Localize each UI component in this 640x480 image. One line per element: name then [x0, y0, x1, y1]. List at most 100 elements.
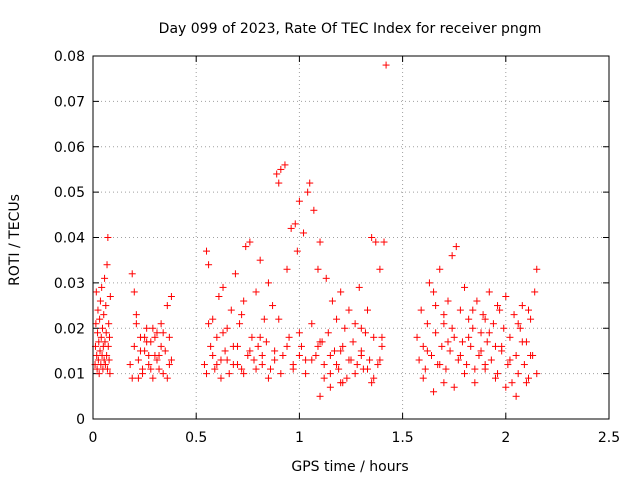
- data-point: [525, 306, 533, 314]
- data-point: [432, 302, 440, 310]
- data-point: [285, 333, 293, 341]
- data-point: [430, 388, 438, 396]
- data-point: [240, 370, 248, 378]
- data-point: [242, 243, 250, 251]
- data-point: [413, 333, 421, 341]
- data-point: [229, 342, 237, 350]
- data-point: [143, 338, 151, 346]
- data-point: [128, 270, 136, 278]
- data-point: [533, 370, 541, 378]
- data-point: [427, 351, 435, 359]
- data-point: [440, 311, 448, 319]
- data-point: [326, 351, 334, 359]
- data-point: [246, 347, 254, 355]
- data-point: [316, 392, 324, 400]
- data-point: [461, 370, 469, 378]
- data-point: [219, 283, 227, 291]
- data-point: [506, 356, 514, 364]
- y-tick-label: 0.01: [54, 367, 85, 383]
- data-point: [128, 374, 136, 382]
- data-point: [287, 224, 295, 232]
- data-point: [143, 324, 151, 332]
- data-point: [500, 324, 508, 332]
- data-point: [370, 374, 378, 382]
- data-point: [419, 342, 427, 350]
- data-point: [96, 315, 104, 323]
- data-point: [314, 265, 322, 273]
- data-point: [324, 329, 332, 337]
- data-point: [302, 370, 310, 378]
- data-point: [264, 374, 272, 382]
- data-point: [419, 374, 427, 382]
- x-axis-label: GPS time / hours: [291, 459, 408, 475]
- data-point: [337, 379, 345, 387]
- data-point: [353, 361, 361, 369]
- data-point: [518, 302, 526, 310]
- data-point: [289, 365, 297, 373]
- data-point: [256, 333, 264, 341]
- data-point: [467, 342, 475, 350]
- data-point: [320, 374, 328, 382]
- data-point: [380, 238, 388, 246]
- data-point: [139, 365, 147, 373]
- data-point: [223, 356, 231, 364]
- data-point: [339, 342, 347, 350]
- data-point: [491, 342, 499, 350]
- data-point: [477, 347, 485, 355]
- data-point: [248, 333, 256, 341]
- data-point: [423, 320, 431, 328]
- data-point: [252, 365, 260, 373]
- tick-layer: 0 0.01 0.02 0.03 0.04 0.05 0.06 0.07 0.08 0 0.5 1 1.…: [54, 49, 620, 446]
- data-point: [209, 315, 217, 323]
- data-point: [378, 333, 386, 341]
- data-point: [417, 306, 425, 314]
- data-point: [92, 288, 100, 296]
- data-point: [211, 365, 219, 373]
- data-point: [376, 356, 384, 364]
- data-point: [440, 320, 448, 328]
- data-point: [442, 365, 450, 373]
- data-point: [487, 356, 495, 364]
- data-point: [357, 324, 365, 332]
- data-point: [295, 351, 303, 359]
- data-point: [302, 356, 310, 364]
- x-tick-label: 0.5: [185, 430, 207, 446]
- data-point: [101, 338, 109, 346]
- data-point: [207, 342, 215, 350]
- data-point: [159, 329, 167, 337]
- data-point: [328, 297, 336, 305]
- data-point: [475, 351, 483, 359]
- data-point: [165, 361, 173, 369]
- data-point: [279, 351, 287, 359]
- data-point: [94, 306, 102, 314]
- data-point: [223, 324, 231, 332]
- data-point: [458, 338, 466, 346]
- data-point: [326, 370, 334, 378]
- data-point: [256, 256, 264, 264]
- data-point: [485, 329, 493, 337]
- data-point: [357, 351, 365, 359]
- data-point: [163, 302, 171, 310]
- data-point: [446, 347, 454, 355]
- data-point: [295, 329, 303, 337]
- data-point: [341, 324, 349, 332]
- data-point: [343, 374, 351, 382]
- data-point: [159, 370, 167, 378]
- data-point: [283, 265, 291, 273]
- data-point: [502, 292, 510, 300]
- data-point: [126, 361, 134, 369]
- data-point: [97, 333, 105, 341]
- data-point: [368, 234, 376, 241]
- data-point: [465, 315, 473, 323]
- data-point: [450, 333, 458, 341]
- data-point: [438, 342, 446, 350]
- data-point: [101, 361, 109, 369]
- data-point: [494, 302, 502, 310]
- x-tick-label: 1: [295, 430, 304, 446]
- data-point: [145, 361, 153, 369]
- data-point: [130, 342, 138, 350]
- data-point: [444, 297, 452, 305]
- data-point: [335, 365, 343, 373]
- data-point: [349, 338, 357, 346]
